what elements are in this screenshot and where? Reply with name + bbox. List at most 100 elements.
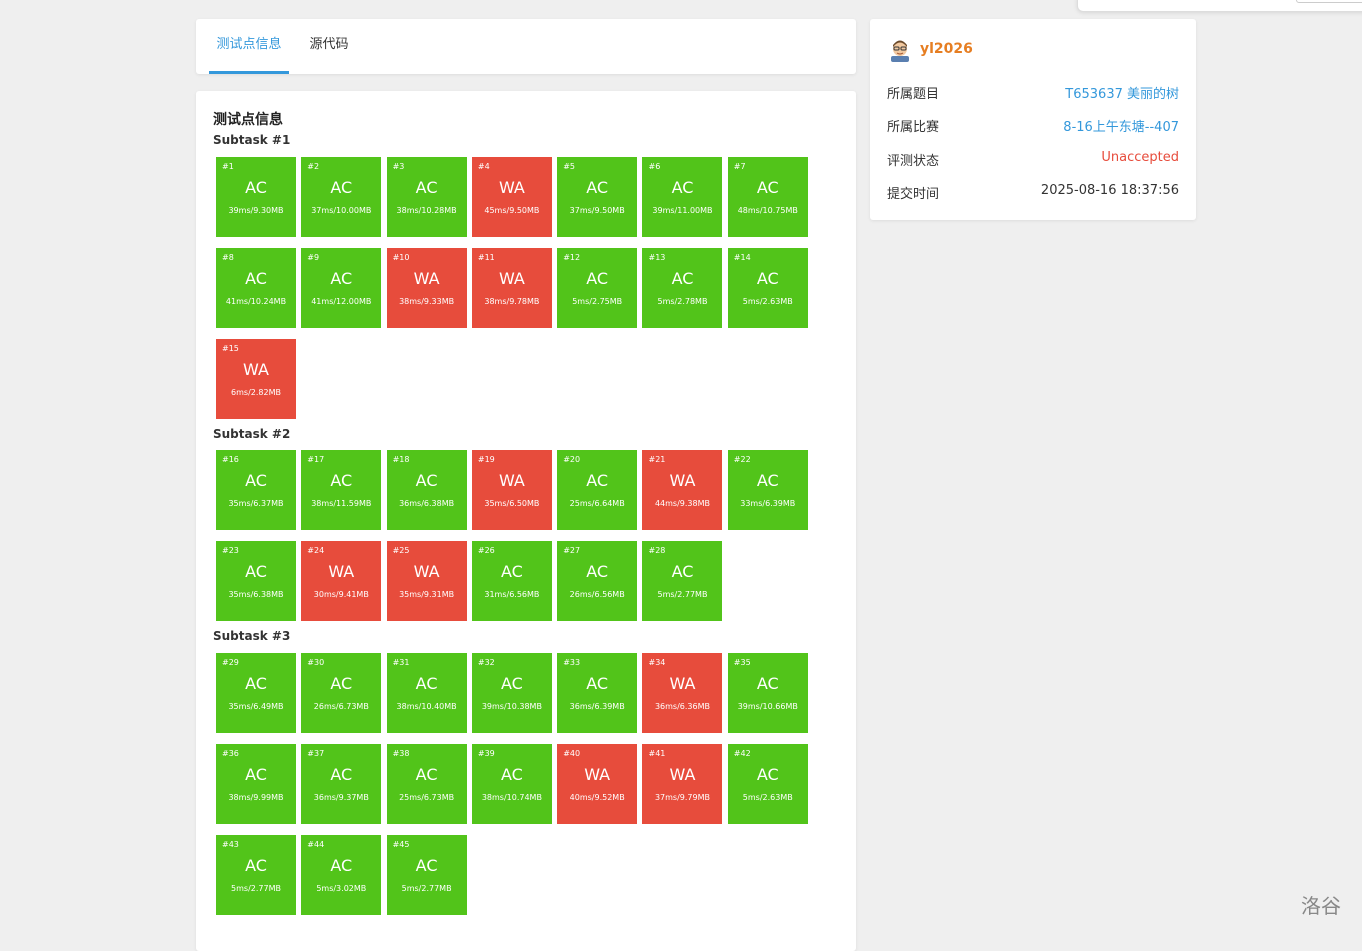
testcase-tile[interactable]: #7 AC 48ms/10.75MB [727,157,808,237]
row-status-key: 评测状态 [887,154,940,169]
testcase-info: 38ms/10.40MB [396,702,457,711]
testcase-tile[interactable]: #3 AC 38ms/10.28MB [386,157,467,237]
testcase-tile[interactable]: #34 WA 36ms/6.36MB [642,653,723,733]
testcase-tile[interactable]: #2 AC 37ms/10.00MB [301,157,382,237]
top-popup [1077,0,1362,12]
testcase-status: WA [669,765,696,784]
testcase-tile[interactable]: #22 AC 33ms/6.39MB [727,450,808,530]
testcase-tile[interactable]: #31 AC 38ms/10.40MB [386,653,467,733]
testcase-info: 35ms/6.38MB [228,590,284,599]
testcase-number: #44 [307,840,325,849]
testcase-tile[interactable]: #5 AC 37ms/9.50MB [557,157,638,237]
testcase-tile[interactable]: #12 AC 5ms/2.75MB [557,248,638,328]
testcase-tile[interactable]: #20 AC 25ms/6.64MB [557,450,638,530]
testcase-info: 26ms/6.56MB [569,590,625,599]
testcase-info: 5ms/2.63MB [742,793,793,802]
testcase-number: #40 [563,749,581,758]
testcase-tile[interactable]: #38 AC 25ms/6.73MB [386,744,467,824]
testcase-tile[interactable]: #8 AC 41ms/10.24MB [216,248,296,328]
user-avatar-icon[interactable] [889,38,911,62]
testcase-info: 35ms/9.31MB [399,590,455,599]
testcase-tile[interactable]: #16 AC 35ms/6.37MB [216,450,296,530]
testcase-tile[interactable]: #6 AC 39ms/11.00MB [642,157,723,237]
testcase-status: AC [671,562,694,581]
testcase-info: 39ms/10.38MB [481,702,542,711]
contest-link[interactable]: 8-16上午东塘--407 [1063,120,1179,135]
testcase-number: #25 [392,546,410,555]
testcase-tile[interactable]: #35 AC 39ms/10.66MB [727,653,808,733]
testcase-status: WA [669,471,696,490]
submit-time-value: 2025-08-16 18:37:56 [1040,183,1179,198]
testcase-tile[interactable]: #36 AC 38ms/9.99MB [216,744,296,824]
testcase-status: WA [584,765,611,784]
testcase-number: #34 [648,658,666,667]
top-popup-input[interactable] [1296,0,1362,3]
testcase-tile[interactable]: #45 AC 5ms/2.77MB [386,835,467,915]
testcase-tile[interactable]: #17 AC 38ms/11.59MB [301,450,382,530]
testcase-tile[interactable]: #15 WA 6ms/2.82MB [216,339,296,419]
testcase-status: AC [245,856,267,875]
testcase-status: AC [586,674,609,693]
testcase-tile[interactable]: #10 WA 38ms/9.33MB [386,248,467,328]
testcase-tile[interactable]: #40 WA 40ms/9.52MB [557,744,638,824]
testcase-tile[interactable]: #21 WA 44ms/9.38MB [642,450,723,530]
testcase-tile[interactable]: #14 AC 5ms/2.63MB [727,248,808,328]
testcase-tile[interactable]: #23 AC 35ms/6.38MB [216,541,296,621]
testcase-status: AC [330,471,353,490]
testcase-tile[interactable]: #9 AC 41ms/12.00MB [301,248,382,328]
testcase-status: AC [500,674,523,693]
testcase-tile[interactable]: #28 AC 5ms/2.77MB [642,541,723,621]
testcase-status: AC [415,856,438,875]
testcase-tile[interactable]: #30 AC 26ms/6.73MB [301,653,382,733]
testcase-status: AC [756,178,779,197]
testcase-number: #12 [563,253,581,262]
testcase-number: #3 [392,162,405,171]
testcase-status: WA [669,674,696,693]
testcase-info: 39ms/10.66MB [737,702,798,711]
testcase-tile[interactable]: #13 AC 5ms/2.78MB [642,248,723,328]
testcase-status: AC [500,562,523,581]
tab-testcase-info[interactable]: 测试点信息 [209,19,289,74]
testcase-number: #7 [733,162,746,171]
luogu-watermark: 洛谷 [1301,894,1341,918]
testcase-tile[interactable]: #29 AC 35ms/6.49MB [216,653,296,733]
testcase-number: #15 [222,344,239,353]
username-link[interactable]: yl2026 [920,41,973,57]
testcase-tile[interactable]: #39 AC 38ms/10.74MB [471,744,552,824]
testcase-info: 5ms/2.77MB [657,590,708,599]
testcase-tile[interactable]: #24 WA 30ms/9.41MB [301,541,382,621]
testcase-info: 35ms/6.50MB [484,499,540,508]
testcase-number: #27 [563,546,581,555]
testcase-tile[interactable]: #43 AC 5ms/2.77MB [216,835,296,915]
testcase-tile[interactable]: #44 AC 5ms/3.02MB [301,835,382,915]
testcase-tile[interactable]: #33 AC 36ms/6.39MB [557,653,638,733]
testcase-number: #17 [307,455,325,464]
row-status: 评测状态 Unaccepted [887,150,1179,170]
testcase-tile[interactable]: #27 AC 26ms/6.56MB [557,541,638,621]
testcase-number: #38 [392,749,410,758]
testcase-tile[interactable]: #32 AC 39ms/10.38MB [471,653,552,733]
testcase-info: 31ms/6.56MB [484,590,540,599]
testcase-tile[interactable]: #4 WA 45ms/9.50MB [471,157,552,237]
testcase-tile[interactable]: #1 AC 39ms/9.30MB [216,157,296,237]
row-contest: 所属比赛 8-16上午东塘--407 [887,116,1179,136]
testcase-number: #39 [477,749,495,758]
testcase-info: 5ms/3.02MB [316,884,367,893]
testcase-status: WA [498,178,525,197]
testcase-status: AC [330,269,353,288]
subtask-label-3: Subtask #3 [213,629,291,643]
testcase-tile[interactable]: #18 AC 36ms/6.38MB [386,450,467,530]
testcase-tile[interactable]: #19 WA 35ms/6.50MB [471,450,552,530]
testcase-tile[interactable]: #37 AC 36ms/9.37MB [301,744,382,824]
testcase-tile[interactable]: #25 WA 35ms/9.31MB [386,541,467,621]
testcase-tile[interactable]: #42 AC 5ms/2.63MB [727,744,808,824]
testcase-status: AC [245,765,267,784]
testcase-tile[interactable]: #41 WA 37ms/9.79MB [642,744,723,824]
testcase-status: AC [245,178,267,197]
testcase-tile[interactable]: #11 WA 38ms/9.78MB [471,248,552,328]
problem-link[interactable]: T653637 美丽的树 [1065,87,1179,102]
testcase-number: #28 [648,546,666,555]
testcase-number: #24 [307,546,325,555]
tab-source-code[interactable]: 源代码 [309,37,349,52]
testcase-tile[interactable]: #26 AC 31ms/6.56MB [471,541,552,621]
